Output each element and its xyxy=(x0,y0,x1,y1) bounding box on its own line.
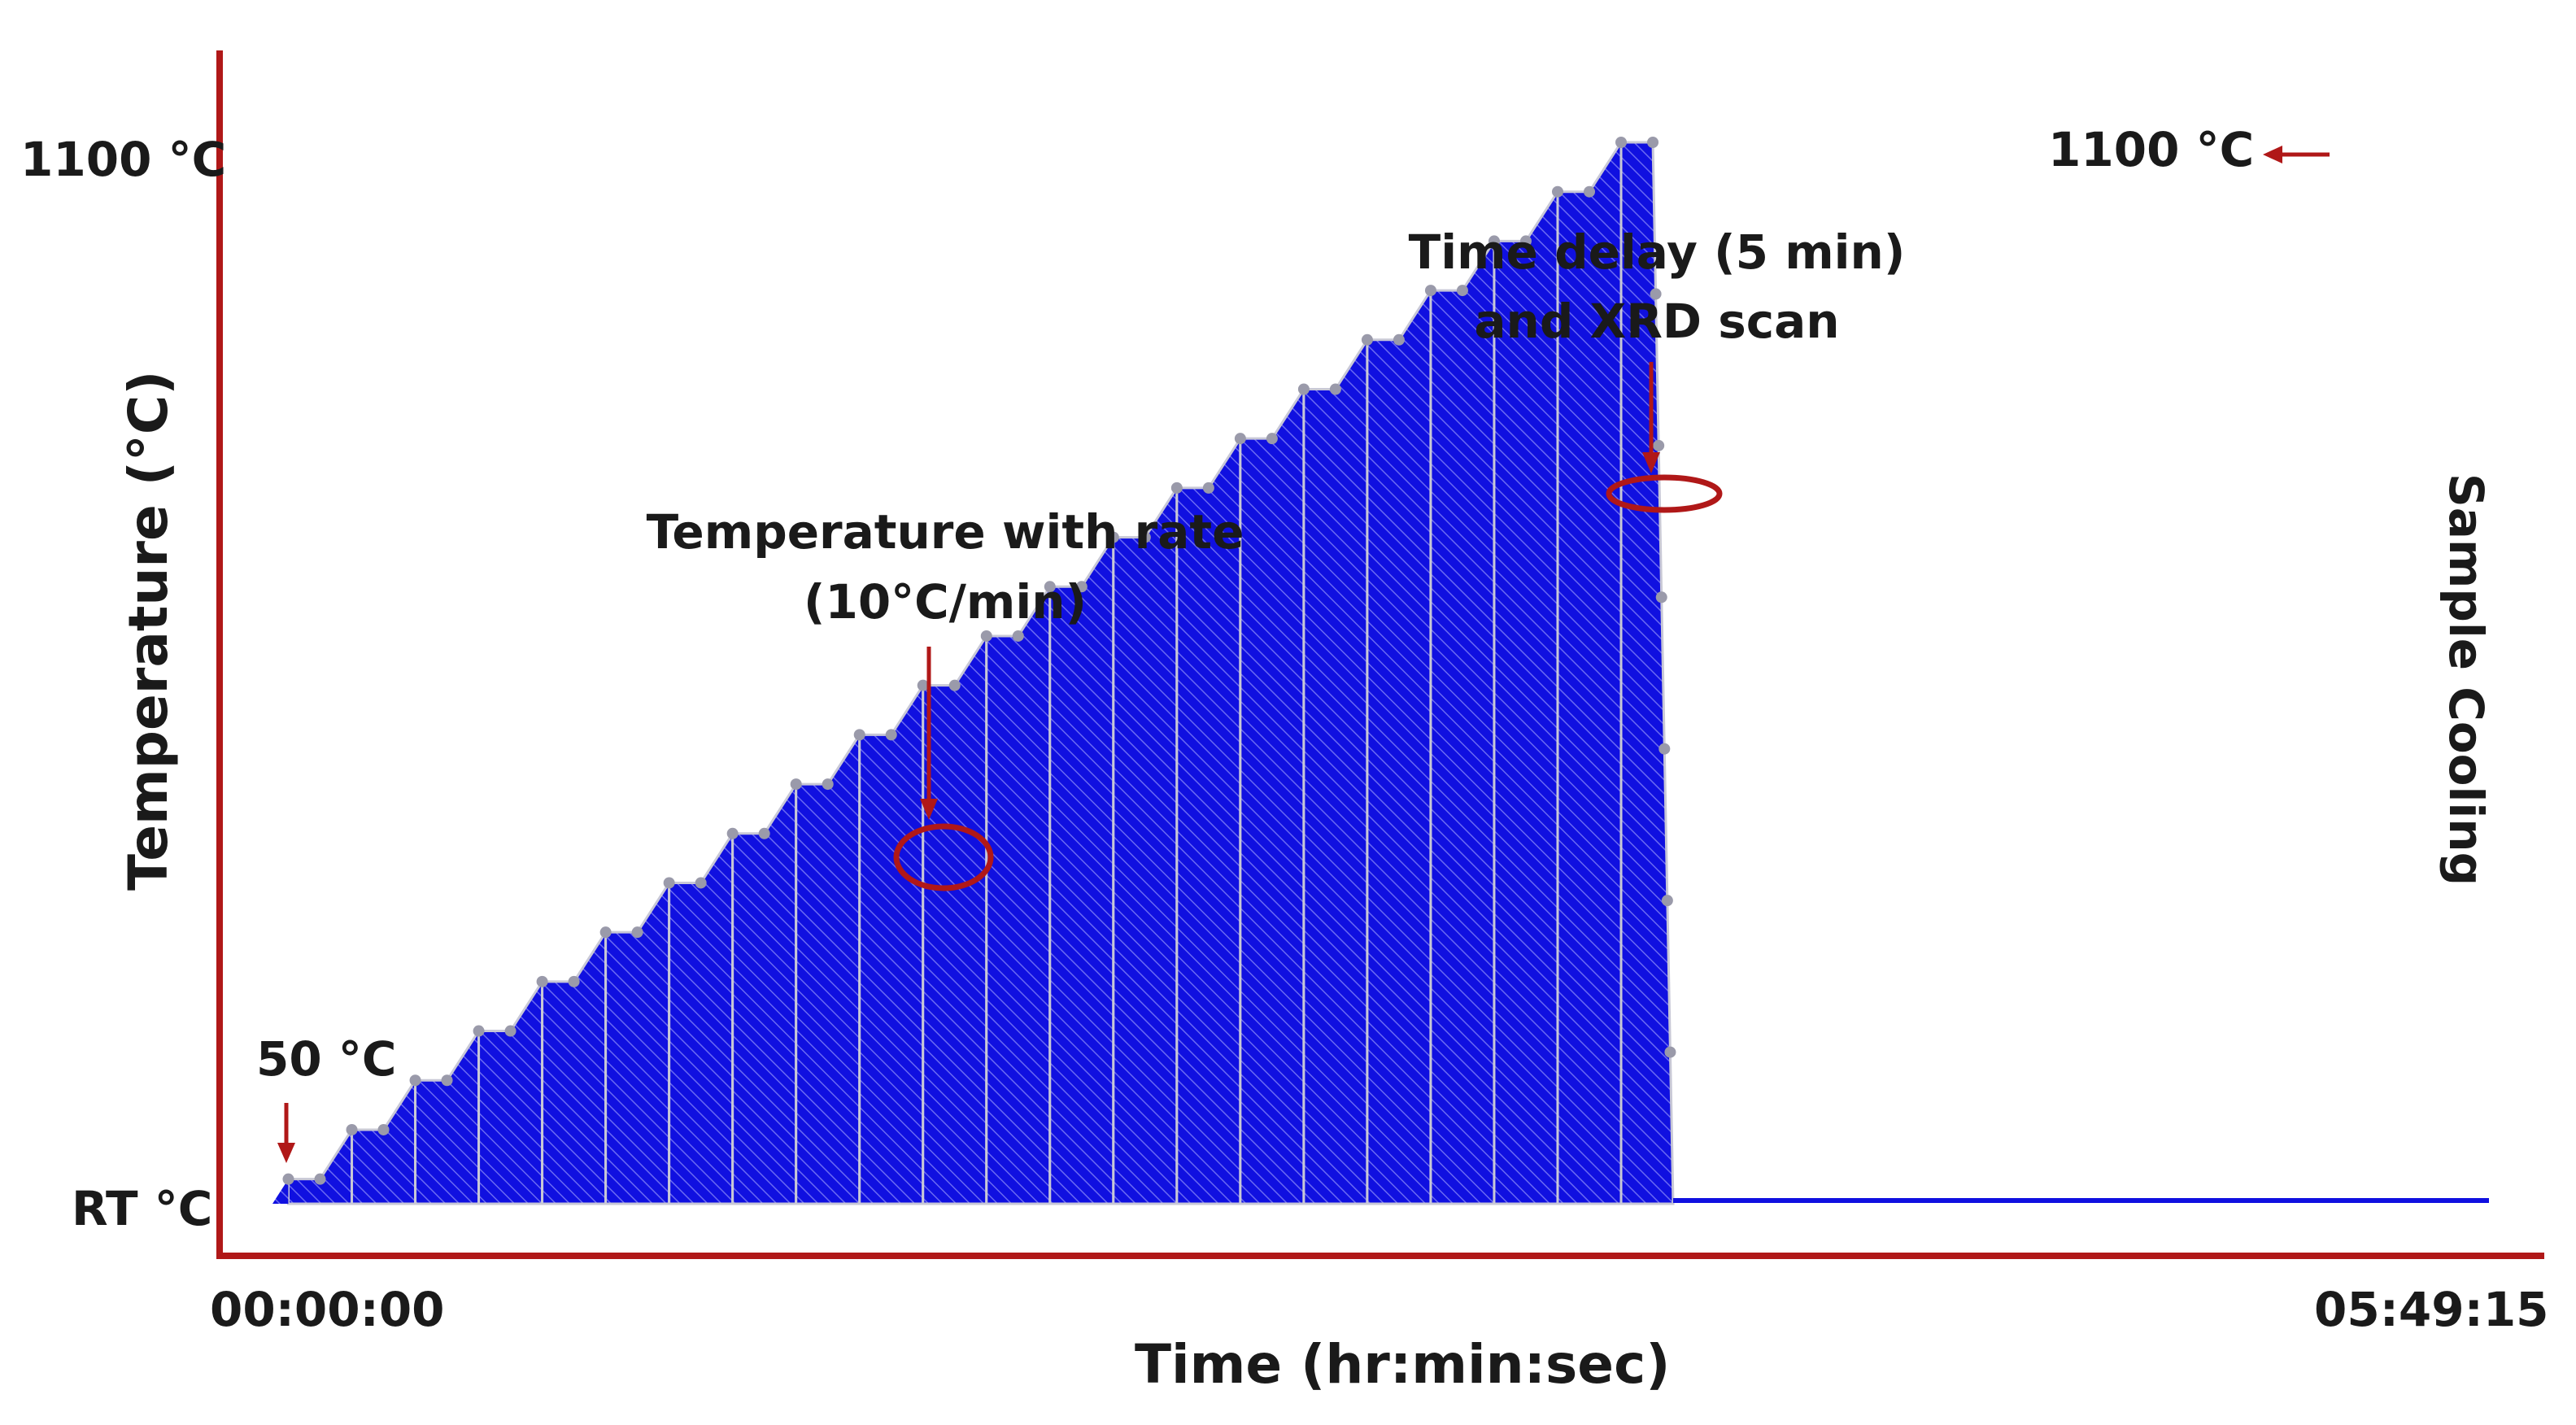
y-tick-high: 1100 °C xyxy=(20,132,226,187)
dwell-label-line1: Time delay (5 min) xyxy=(1409,224,1906,280)
step-marker-1050c-start xyxy=(1551,185,1563,198)
step-marker-550c-start xyxy=(917,679,929,691)
x-tick-end: 05:49:15 xyxy=(2314,1282,2549,1337)
cooling-marker-1 xyxy=(1650,288,1662,300)
step-marker-650c-start xyxy=(1044,581,1056,593)
step-marker-450c-end xyxy=(822,778,834,791)
step-marker-350c-end xyxy=(695,877,707,889)
step-marker-200c-start xyxy=(473,1025,485,1037)
step-bar-750c xyxy=(1175,434,1242,1205)
step-marker-850c-end xyxy=(1329,383,1341,395)
step-bar-250c xyxy=(541,928,608,1205)
step-marker-750c-end xyxy=(1202,482,1214,494)
step-marker-950c-end xyxy=(1456,285,1468,297)
step-marker-300c-end xyxy=(631,926,643,939)
step-marker-500c-end xyxy=(885,729,897,741)
step-bar-650c xyxy=(1048,533,1115,1205)
dwell-highlight-ellipse xyxy=(1606,474,1723,513)
initial-ramp xyxy=(272,1179,289,1204)
step-marker-900c-end xyxy=(1393,333,1405,346)
step-marker-250c-end xyxy=(568,975,580,987)
step-marker-650c-end xyxy=(1075,581,1087,593)
step-bar-850c xyxy=(1302,335,1369,1205)
step-marker-600c-end xyxy=(1012,630,1024,642)
step-bar-400c xyxy=(731,779,798,1205)
peak-temp-label: 1100 °C xyxy=(2048,122,2254,177)
step-marker-750c-start xyxy=(1170,482,1183,494)
ramp-highlight-ellipse xyxy=(893,823,994,891)
step-marker-100c-end xyxy=(377,1123,390,1135)
step-marker-1000c-end xyxy=(1519,235,1532,247)
step-marker-250c-start xyxy=(536,975,548,987)
step-bar-800c xyxy=(1239,385,1305,1205)
cooling-marker-6 xyxy=(1664,1046,1676,1058)
step-bar-700c xyxy=(1112,483,1179,1205)
step-bar-500c xyxy=(858,681,925,1205)
step-bar-950c xyxy=(1429,237,1496,1205)
step-bar-1000c xyxy=(1493,187,1559,1205)
step-bar-900c xyxy=(1366,285,1432,1205)
x-tick-start: 00:00:00 xyxy=(210,1282,445,1337)
step-marker-200c-end xyxy=(504,1025,517,1037)
step-marker-350c-start xyxy=(663,877,675,889)
step-bar-550c xyxy=(922,631,988,1205)
step-marker-700c-end xyxy=(1139,531,1151,543)
peak-temp-arrowhead xyxy=(2263,146,2282,163)
step-markers xyxy=(282,137,1676,1185)
step-marker-50c-end xyxy=(314,1173,326,1185)
step-bar-350c xyxy=(668,829,734,1205)
x-axis-title: Time (hr:min:sec) xyxy=(1135,1333,1670,1396)
step-marker-1000c-start xyxy=(1488,235,1500,247)
dwell-label-line2: and XRD scan xyxy=(1474,294,1839,349)
step-marker-850c-start xyxy=(1297,383,1310,395)
step-bar-100c xyxy=(351,1076,417,1205)
step-marker-950c-start xyxy=(1424,285,1436,297)
start-temp-label: 50 °C xyxy=(256,1031,396,1087)
y-axis-title: Temperature (°C) xyxy=(117,371,180,891)
dwell-arrowhead xyxy=(1642,452,1660,473)
step-marker-500c-start xyxy=(853,729,865,741)
ramp-arrowhead xyxy=(920,799,938,820)
step-marker-1100c-start xyxy=(1615,137,1628,148)
ramp-label-line2: (10°C/min) xyxy=(804,574,1087,630)
step-marker-100c-start xyxy=(346,1123,358,1135)
step-marker-800c-end xyxy=(1266,433,1278,445)
step-bar-50c xyxy=(287,1125,354,1205)
plot-area xyxy=(272,137,2489,1205)
step-marker-900c-start xyxy=(1361,333,1373,346)
step-bar-300c xyxy=(604,878,671,1205)
ramp-label-line1: Temperature with rate xyxy=(647,504,1244,560)
step-marker-400c-start xyxy=(726,827,739,839)
step-marker-700c-start xyxy=(1107,531,1119,543)
y-tick-low: RT °C xyxy=(72,1181,212,1236)
step-marker-50c-start xyxy=(282,1173,294,1185)
step-bar-200c xyxy=(477,977,544,1205)
cooling-marker-4 xyxy=(1658,743,1671,755)
step-marker-1050c-end xyxy=(1584,185,1596,198)
cooling-marker-2 xyxy=(1653,439,1665,451)
step-marker-150c-end xyxy=(441,1074,453,1087)
step-marker-300c-start xyxy=(599,926,612,939)
step-marker-600c-start xyxy=(980,630,992,642)
cooling-marker-5 xyxy=(1661,895,1673,907)
step-marker-450c-start xyxy=(790,778,802,791)
cooling-marker-3 xyxy=(1655,591,1667,604)
step-marker-800c-start xyxy=(1234,433,1246,445)
step-bar-450c xyxy=(795,730,861,1205)
step-marker-550c-end xyxy=(948,679,961,691)
step-marker-150c-start xyxy=(409,1074,421,1087)
step-marker-400c-end xyxy=(758,827,770,839)
step-marker-1100c-end xyxy=(1647,137,1659,148)
cooling-label: Sample Cooling xyxy=(2439,473,2494,886)
step-bar-150c xyxy=(414,1026,481,1205)
step-bar-600c xyxy=(985,582,1052,1205)
step-bar-1050c xyxy=(1556,137,1623,1205)
start-temp-arrowhead xyxy=(277,1143,295,1163)
